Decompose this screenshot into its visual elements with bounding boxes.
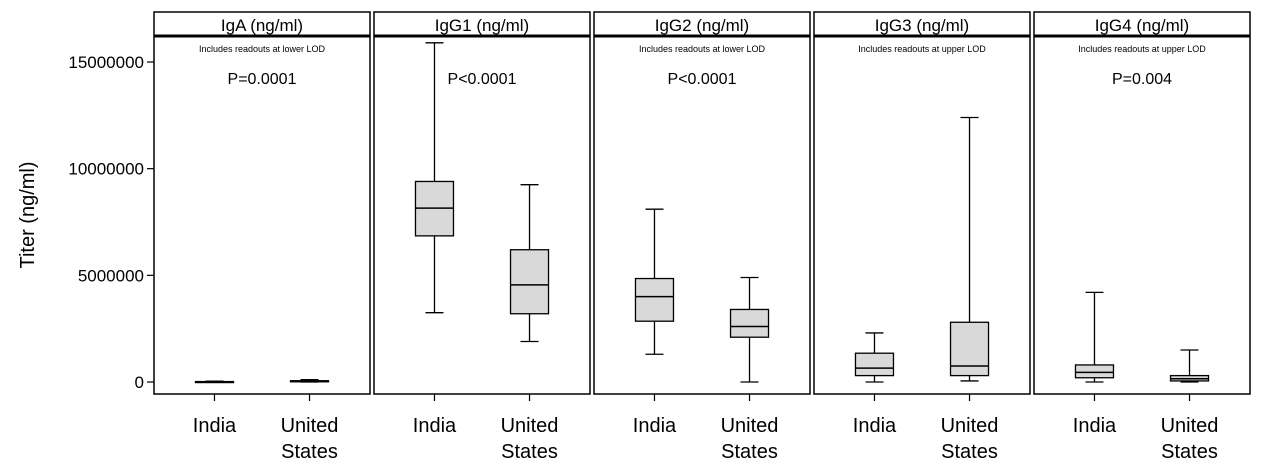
y-tick-label: 5000000 [78, 266, 144, 285]
panel-frame [153, 11, 371, 395]
panel-title: IgG3 (ng/ml) [875, 16, 969, 35]
box-united-states [949, 116, 990, 382]
x-category-label: India [1073, 415, 1117, 437]
panels: IgA (ng/ml) Includes readouts at lower LO… [153, 11, 1251, 463]
iqr-box [1074, 364, 1115, 379]
x-category-label: United [721, 415, 779, 437]
panel-frame [593, 11, 811, 395]
panel-frame [813, 11, 1031, 395]
box-india [634, 208, 675, 355]
panel-3: IgG3 (ng/ml) Includes readouts at upper L… [813, 11, 1031, 463]
panel-note: Includes readouts at upper LOD [1078, 44, 1206, 54]
panel-note: Includes readouts at lower LOD [639, 44, 766, 54]
panel-2: IgG2 (ng/ml) Includes readouts at lower L… [593, 11, 811, 463]
y-tick-label: 0 [135, 373, 144, 392]
panel-title: IgG2 (ng/ml) [655, 16, 749, 35]
iqr-box [634, 277, 675, 322]
x-category-label: India [853, 415, 897, 437]
box-india [1074, 291, 1115, 383]
x-category-label: United [281, 415, 339, 437]
x-category-label: India [413, 415, 457, 437]
panel-title: IgG4 (ng/ml) [1095, 16, 1189, 35]
x-category-label: United [941, 415, 999, 437]
x-category-label: United [501, 415, 559, 437]
box-united-states [289, 379, 330, 383]
x-category-label-line2: States [721, 441, 778, 463]
y-tick-label: 10000000 [68, 160, 144, 179]
y-axis-title: Titer (ng/ml) [17, 161, 39, 268]
x-category-label-line2: States [941, 441, 998, 463]
x-category-label-line2: States [501, 441, 558, 463]
x-category-label: India [193, 415, 237, 437]
panel-title: IgG1 (ng/ml) [435, 16, 529, 35]
panel-pvalue: P<0.0001 [668, 71, 737, 88]
box-india [414, 42, 455, 314]
panel-0: IgA (ng/ml) Includes readouts at lower LO… [153, 11, 371, 463]
panel-title: IgA (ng/ml) [221, 16, 303, 35]
box-india [854, 332, 895, 383]
panel-frame [1033, 11, 1251, 395]
panel-note: Includes readouts at upper LOD [858, 44, 986, 54]
panel-4: IgG4 (ng/ml) Includes readouts at upper L… [1033, 11, 1251, 463]
panel-pvalue: P=0.0001 [228, 71, 297, 88]
panel-frame [373, 11, 591, 395]
panel-pvalue: P<0.0001 [448, 71, 517, 88]
box-united-states [729, 276, 770, 383]
box-india [194, 380, 235, 384]
box-united-states [509, 184, 550, 343]
y-tick-label: 15000000 [68, 53, 144, 72]
x-category-label-line2: States [281, 441, 338, 463]
box-united-states [1169, 349, 1210, 383]
iqr-box [729, 308, 770, 338]
iqr-box [854, 352, 895, 377]
y-axis: 0 5000000 10000000 15000000 [68, 53, 154, 392]
x-category-label: United [1161, 415, 1219, 437]
panel-pvalue: P=0.004 [1112, 71, 1172, 88]
x-category-label: India [633, 415, 677, 437]
iqr-box [949, 321, 990, 377]
panel-note: Includes readouts at lower LOD [199, 44, 326, 54]
panel-1: IgG1 (ng/ml) P<0.0001 India United States [373, 11, 591, 463]
x-category-label-line2: States [1161, 441, 1218, 463]
iqr-box [509, 249, 550, 315]
